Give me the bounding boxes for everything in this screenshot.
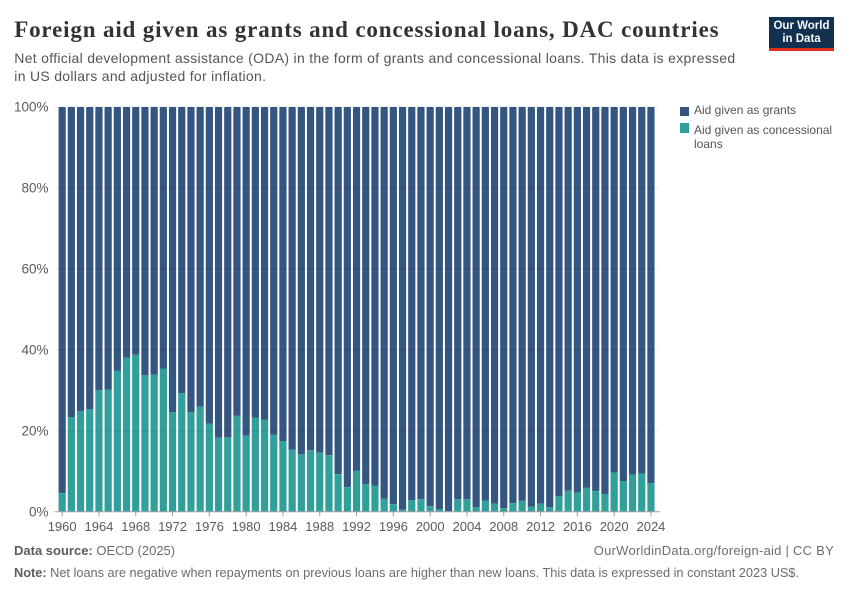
- svg-text:2024: 2024: [636, 519, 665, 534]
- svg-text:20%: 20%: [21, 424, 48, 439]
- svg-text:1980: 1980: [232, 519, 261, 534]
- svg-text:1960: 1960: [48, 519, 77, 534]
- svg-text:1992: 1992: [342, 519, 371, 534]
- svg-text:80%: 80%: [21, 181, 48, 196]
- svg-text:2004: 2004: [452, 519, 481, 534]
- svg-text:2020: 2020: [600, 519, 629, 534]
- svg-text:2008: 2008: [489, 519, 518, 534]
- svg-text:1968: 1968: [121, 519, 150, 534]
- svg-text:2000: 2000: [416, 519, 445, 534]
- svg-text:1996: 1996: [379, 519, 408, 534]
- svg-text:1988: 1988: [305, 519, 334, 534]
- svg-text:60%: 60%: [21, 262, 48, 277]
- svg-text:0%: 0%: [29, 505, 49, 520]
- svg-text:1984: 1984: [268, 519, 297, 534]
- svg-text:1976: 1976: [195, 519, 224, 534]
- svg-text:2012: 2012: [526, 519, 555, 534]
- svg-text:1972: 1972: [158, 519, 187, 534]
- svg-text:100%: 100%: [14, 100, 49, 115]
- svg-text:1964: 1964: [84, 519, 113, 534]
- svg-text:2016: 2016: [563, 519, 592, 534]
- svg-text:40%: 40%: [21, 343, 48, 358]
